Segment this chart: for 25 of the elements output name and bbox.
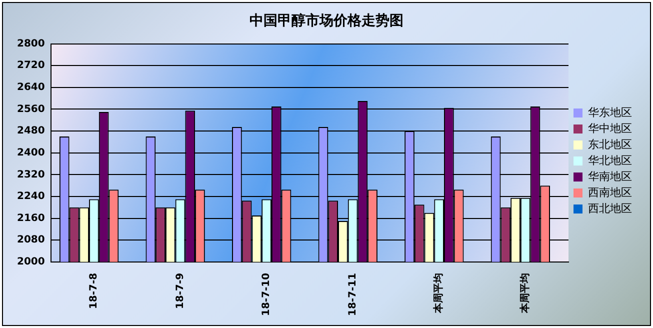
- y-tick-label: 2240: [16, 191, 45, 202]
- y-tick-label: 2320: [16, 169, 45, 180]
- x-tick-label: 18-7-10: [261, 272, 272, 316]
- y-tick-label: 2800: [16, 38, 45, 50]
- x-tick-label: 本周平均: [432, 272, 445, 314]
- legend-label: 东北地区: [588, 138, 632, 151]
- legend-label: 华南地区: [588, 170, 632, 183]
- legend-label: 华东地区: [588, 106, 632, 119]
- y-tick-label: 2720: [16, 60, 45, 72]
- y-tick-label: 2000: [16, 256, 45, 268]
- y-tick-label: 2160: [16, 212, 45, 224]
- y-tick-label: 2560: [16, 104, 45, 115]
- y-tick-label: 2080: [16, 234, 45, 246]
- x-tick-label: 本周平均: [518, 272, 531, 314]
- legend-label: 西南地区: [588, 186, 632, 199]
- x-tick-label: 18-7-11: [347, 272, 358, 316]
- y-tick-label: 2480: [16, 126, 45, 137]
- chart-title: 中国甲醇市场价格走势图: [250, 12, 404, 30]
- legend-label: 华北地区: [588, 154, 632, 167]
- y-tick-label: 2400: [16, 147, 45, 158]
- x-tick-label: 18-7-9: [174, 272, 186, 310]
- legend-label: 西北地区: [588, 202, 632, 215]
- legend-label: 华中地区: [588, 122, 632, 135]
- y-tick-label: 2640: [16, 82, 45, 94]
- x-tick-label: 18-7-8: [88, 272, 100, 310]
